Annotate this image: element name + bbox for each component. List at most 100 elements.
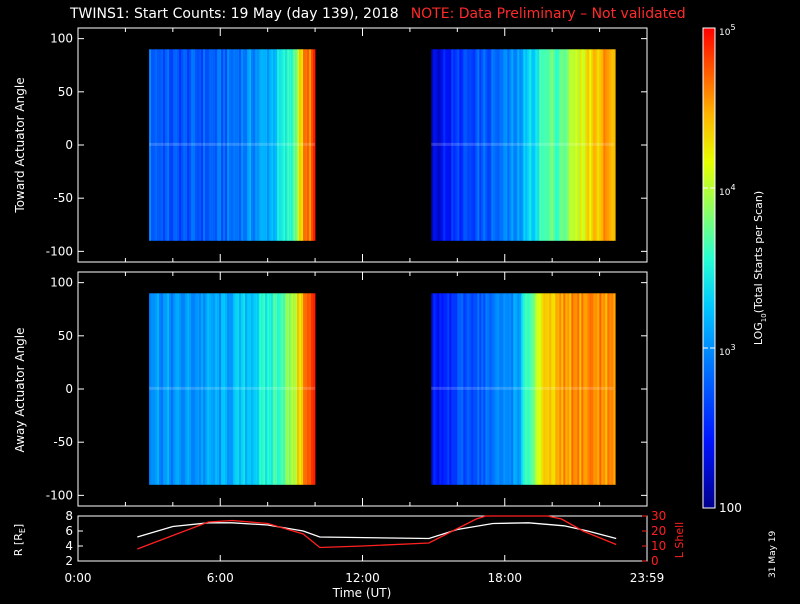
- away-y-tick-label: 100: [50, 276, 73, 290]
- toward-column: [599, 49, 602, 241]
- toward-column: [611, 49, 614, 241]
- away-column: [163, 293, 166, 485]
- toward-y-axis-label: Toward Actuator Angle: [13, 77, 27, 213]
- away-column: [435, 293, 438, 485]
- toward-column: [255, 49, 258, 241]
- away-column: [159, 293, 162, 485]
- colorbar-tick-exp: 5: [730, 23, 735, 32]
- toward-column: [175, 49, 178, 241]
- away-column: [433, 293, 436, 485]
- l-shell-series-line: [137, 515, 617, 550]
- toward-column: [239, 49, 242, 241]
- toward-column: [465, 49, 468, 241]
- away-column: [541, 293, 544, 485]
- away-column: [223, 293, 226, 485]
- toward-column: [577, 49, 580, 241]
- toward-column: [443, 49, 446, 241]
- away-column: [517, 293, 520, 485]
- away-column: [559, 293, 562, 485]
- away-column: [547, 293, 550, 485]
- toward-column: [201, 49, 204, 241]
- away-column: [571, 293, 574, 485]
- away-column: [155, 293, 158, 485]
- away-column: [177, 293, 180, 485]
- toward-column: [527, 49, 530, 241]
- toward-column: [167, 49, 170, 241]
- toward-column: [259, 49, 262, 241]
- toward-column: [467, 49, 470, 241]
- toward-column: [555, 49, 558, 241]
- away-column: [227, 293, 230, 485]
- away-column: [497, 293, 500, 485]
- away-column: [567, 293, 570, 485]
- toward-column: [519, 49, 522, 241]
- away-column: [313, 293, 316, 485]
- away-column: [555, 293, 558, 485]
- toward-column: [505, 49, 508, 241]
- away-column: [587, 293, 590, 485]
- away-column: [519, 293, 522, 485]
- toward-y-tick-label: 100: [50, 32, 73, 46]
- away-column: [179, 293, 182, 485]
- away-column: [573, 293, 576, 485]
- away-column: [535, 293, 538, 485]
- away-column: [165, 293, 168, 485]
- toward-column: [503, 49, 506, 241]
- toward-column: [463, 49, 466, 241]
- r-label-end: ]: [12, 524, 25, 528]
- away-column: [287, 293, 290, 485]
- away-column: [211, 293, 214, 485]
- colorbar-label-main: LOG: [752, 322, 765, 345]
- away-column: [277, 293, 280, 485]
- toward-column: [613, 49, 616, 241]
- toward-column: [209, 49, 212, 241]
- toward-column: [461, 49, 464, 241]
- orbit-left-tick-label: 6: [65, 524, 73, 538]
- away-column: [431, 293, 434, 485]
- away-column: [491, 293, 494, 485]
- orbit-left-tick-label: 8: [65, 509, 73, 523]
- toward-column: [447, 49, 450, 241]
- away-column: [297, 293, 300, 485]
- colorbar-gradient-bar: [703, 28, 715, 508]
- toward-column: [205, 49, 208, 241]
- orbit-right-tick-label: 0: [651, 554, 659, 568]
- toward-column: [169, 49, 172, 241]
- away-column: [261, 293, 264, 485]
- toward-column: [589, 49, 592, 241]
- toward-column: [257, 49, 260, 241]
- away-column: [509, 293, 512, 485]
- away-column: [471, 293, 474, 485]
- away-column: [473, 293, 476, 485]
- away-column: [543, 293, 546, 485]
- toward-column: [541, 49, 544, 241]
- away-column: [275, 293, 278, 485]
- toward-column: [459, 49, 462, 241]
- colorbar-label: LOG10(Total Starts per Scan): [752, 191, 768, 345]
- away-column: [611, 293, 614, 485]
- toward-column: [533, 49, 536, 241]
- toward-column: [253, 49, 256, 241]
- away-column: [311, 293, 314, 485]
- toward-column: [275, 49, 278, 241]
- toward-column: [219, 49, 222, 241]
- toward-column: [581, 49, 584, 241]
- away-column: [225, 293, 228, 485]
- colorbar-tick-exp: 3: [730, 343, 735, 352]
- toward-column: [437, 49, 440, 241]
- away-column: [607, 293, 610, 485]
- colorbar-label-sub: 10: [760, 313, 768, 322]
- away-y-tick-label: -100: [46, 488, 73, 502]
- away-column: [613, 293, 616, 485]
- away-column: [309, 293, 312, 485]
- toward-column: [517, 49, 520, 241]
- time-axis-tick-label: 0:00: [65, 571, 92, 585]
- away-column: [205, 293, 208, 485]
- toward-column: [583, 49, 586, 241]
- away-column: [585, 293, 588, 485]
- away-column: [593, 293, 596, 485]
- away-column: [215, 293, 218, 485]
- away-column: [603, 293, 606, 485]
